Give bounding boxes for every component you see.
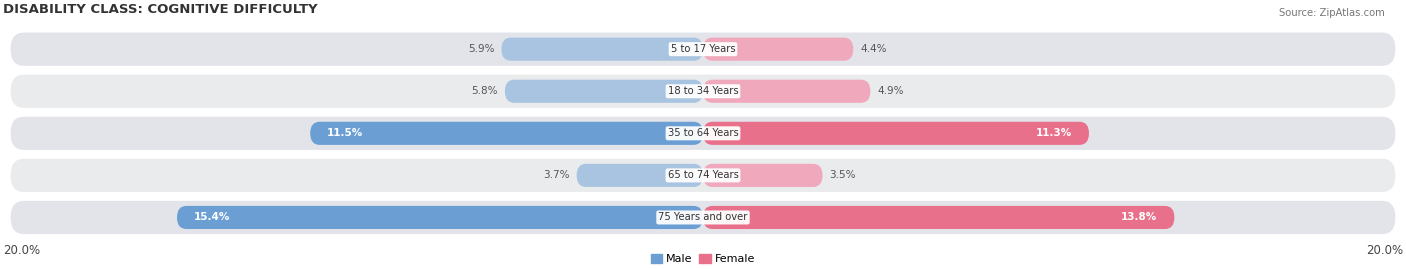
Text: 35 to 64 Years: 35 to 64 Years — [668, 128, 738, 138]
FancyBboxPatch shape — [703, 38, 853, 61]
FancyBboxPatch shape — [177, 206, 703, 229]
Text: 5.9%: 5.9% — [468, 44, 495, 54]
Text: 11.3%: 11.3% — [1036, 128, 1071, 138]
Text: 5 to 17 Years: 5 to 17 Years — [671, 44, 735, 54]
Text: 15.4%: 15.4% — [194, 213, 231, 222]
Text: 20.0%: 20.0% — [1367, 243, 1403, 257]
Text: Source: ZipAtlas.com: Source: ZipAtlas.com — [1279, 8, 1385, 18]
FancyBboxPatch shape — [10, 200, 1396, 235]
FancyBboxPatch shape — [505, 80, 703, 103]
Text: 75 Years and over: 75 Years and over — [658, 213, 748, 222]
Legend: Male, Female: Male, Female — [647, 249, 759, 269]
Text: 4.9%: 4.9% — [877, 86, 904, 96]
Text: 3.7%: 3.7% — [543, 170, 569, 180]
Text: 20.0%: 20.0% — [3, 243, 39, 257]
FancyBboxPatch shape — [576, 164, 703, 187]
Text: 65 to 74 Years: 65 to 74 Years — [668, 170, 738, 180]
FancyBboxPatch shape — [703, 80, 870, 103]
Text: 4.4%: 4.4% — [860, 44, 887, 54]
FancyBboxPatch shape — [311, 122, 703, 145]
Text: 3.5%: 3.5% — [830, 170, 856, 180]
Text: 5.8%: 5.8% — [471, 86, 498, 96]
FancyBboxPatch shape — [703, 164, 823, 187]
Text: DISABILITY CLASS: COGNITIVE DIFFICULTY: DISABILITY CLASS: COGNITIVE DIFFICULTY — [3, 3, 318, 16]
FancyBboxPatch shape — [10, 158, 1396, 193]
Text: 18 to 34 Years: 18 to 34 Years — [668, 86, 738, 96]
Text: 11.5%: 11.5% — [328, 128, 364, 138]
Text: 13.8%: 13.8% — [1121, 213, 1157, 222]
FancyBboxPatch shape — [10, 74, 1396, 109]
FancyBboxPatch shape — [10, 116, 1396, 151]
FancyBboxPatch shape — [502, 38, 703, 61]
FancyBboxPatch shape — [10, 31, 1396, 67]
FancyBboxPatch shape — [703, 206, 1174, 229]
FancyBboxPatch shape — [703, 122, 1090, 145]
